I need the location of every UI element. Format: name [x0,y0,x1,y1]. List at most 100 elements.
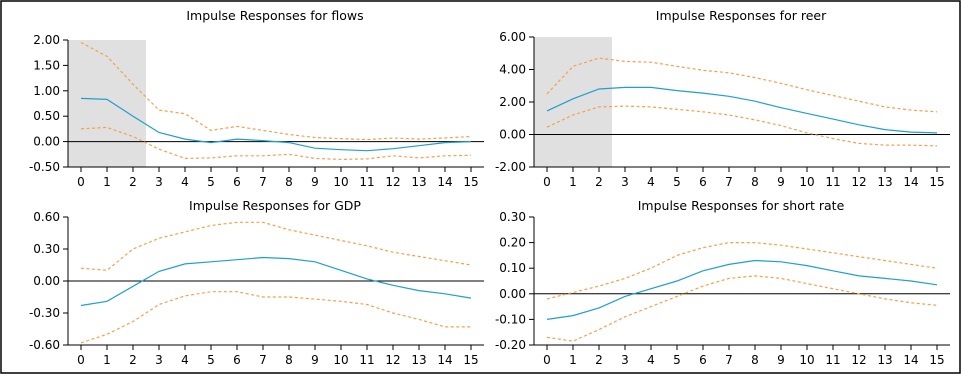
x-tick-label-reer: 5 [673,175,681,189]
y-tick-label-gdp: 0.30 [33,242,60,256]
upper-band-line-reer [546,57,938,113]
x-tick-label-reer: 14 [903,175,918,189]
x-tick-label-gdp: 8 [285,353,293,367]
x-tick-label-flows: 10 [333,175,348,189]
x-tick-label-gdp: 7 [259,353,267,367]
chart-title-flows: Impulse Responses for flows [186,8,363,23]
lower-band-line-short-rate [546,275,938,342]
y-tick-label-flows: 0.00 [33,135,60,149]
x-tick-label-reer: 8 [751,175,759,189]
x-tick-label-short-rate: 2 [595,353,603,367]
x-tick-label-short-rate: 13 [877,353,892,367]
x-tick-label-gdp: 2 [129,353,137,367]
x-tick-label-flows: 3 [155,175,163,189]
x-tick-label-flows: 5 [207,175,215,189]
y-tick-label-short-rate: 0.00 [499,287,526,301]
y-tick-label-short-rate: 0.10 [499,261,526,275]
y-tick-label-short-rate: 0.20 [499,236,526,250]
x-tick-label-reer: 7 [725,175,733,189]
x-tick-label-gdp: 0 [77,353,85,367]
x-tick-label-flows: 6 [233,175,241,189]
y-tick-label-reer: 6.00 [499,30,526,44]
x-tick-label-reer: 2 [595,175,603,189]
x-tick-label-reer: 4 [647,175,655,189]
x-tick-label-short-rate: 14 [903,353,918,367]
upper-band-line-short-rate [546,242,938,300]
x-tick-label-reer: 9 [777,175,785,189]
x-tick-label-flows: 13 [411,175,426,189]
x-tick-label-short-rate: 8 [751,353,759,367]
chart-panel-flows: Impulse Responses for flows -0.50 0.00 0.5… [29,8,484,189]
x-tick-label-flows: 4 [181,175,189,189]
x-tick-label-reer: 13 [877,175,892,189]
x-tick-label-short-rate: 7 [725,353,733,367]
x-tick-label-short-rate: 12 [851,353,866,367]
x-tick-label-gdp: 10 [333,353,348,367]
x-tick-label-reer: 1 [569,175,577,189]
x-tick-label-flows: 15 [463,175,478,189]
x-tick-label-reer: 0 [543,175,551,189]
y-tick-label-reer: 0.00 [499,128,526,142]
chart-title-reer: Impulse Responses for reer [656,8,827,23]
y-tick-label-reer: -2.00 [495,160,526,174]
x-tick-label-gdp: 6 [233,353,241,367]
y-tick-label-gdp: -0.30 [29,306,60,320]
x-tick-label-gdp: 12 [385,353,400,367]
x-tick-label-reer: 3 [621,175,629,189]
x-tick-label-flows: 12 [385,175,400,189]
y-tick-label-short-rate: -0.10 [495,312,526,326]
response-line-gdp [80,256,472,307]
lower-band-line-flows [80,126,472,161]
x-tick-label-flows: 9 [311,175,319,189]
x-tick-label-short-rate: 5 [673,353,681,367]
y-tick-label-gdp: 0.00 [33,274,60,288]
x-tick-label-gdp: 5 [207,353,215,367]
x-tick-label-flows: 11 [359,175,374,189]
y-tick-label-short-rate: 0.30 [499,210,526,224]
x-tick-label-gdp: 13 [411,353,426,367]
x-tick-label-short-rate: 4 [647,353,655,367]
y-tick-label-gdp: 0.60 [33,210,60,224]
y-tick-label-reer: 4.00 [499,63,526,77]
x-tick-label-reer: 15 [929,175,944,189]
x-tick-label-reer: 10 [799,175,814,189]
lower-band-line-gdp [80,291,471,344]
y-tick-label-flows: 2.00 [33,33,60,47]
x-tick-label-flows: 8 [285,175,293,189]
x-tick-label-gdp: 3 [155,353,163,367]
shaded-region-reer [534,37,612,167]
chart-panel-gdp: Impulse Responses for GDP -0.60 -0.30 0.00… [29,198,484,367]
x-tick-label-short-rate: 15 [929,353,944,367]
x-tick-label-gdp: 14 [437,353,452,367]
upper-band-line-gdp [80,221,472,271]
upper-band-line-flows [80,41,472,141]
x-tick-label-gdp: 11 [359,353,374,367]
x-tick-label-short-rate: 3 [621,353,629,367]
x-tick-label-short-rate: 10 [799,353,814,367]
chart-panel-short-rate: Impulse Responses for short rate -0.20 -0… [495,198,950,367]
x-tick-label-gdp: 1 [103,353,111,367]
x-tick-label-flows: 1 [103,175,111,189]
x-tick-label-short-rate: 9 [777,353,785,367]
x-tick-label-short-rate: 11 [825,353,840,367]
y-tick-label-short-rate: -0.20 [495,338,526,352]
x-tick-label-reer: 6 [699,175,707,189]
shaded-region-flows [68,40,146,167]
chart-title-gdp: Impulse Responses for GDP [189,198,361,213]
x-tick-label-reer: 11 [825,175,840,189]
y-tick-label-flows: 0.50 [33,109,60,123]
x-tick-label-gdp: 9 [311,353,319,367]
response-line-flows [80,97,472,152]
x-tick-label-short-rate: 1 [569,353,577,367]
response-line-reer [546,86,938,134]
y-tick-label-gdp: -0.60 [29,338,60,352]
y-tick-label-flows: 1.50 [33,58,60,72]
x-tick-label-reer: 12 [851,175,866,189]
x-tick-label-flows: 0 [77,175,85,189]
y-tick-label-reer: 2.00 [499,95,526,109]
x-tick-label-short-rate: 6 [699,353,707,367]
x-tick-label-gdp: 15 [463,353,478,367]
y-tick-label-flows: -0.50 [29,160,60,174]
